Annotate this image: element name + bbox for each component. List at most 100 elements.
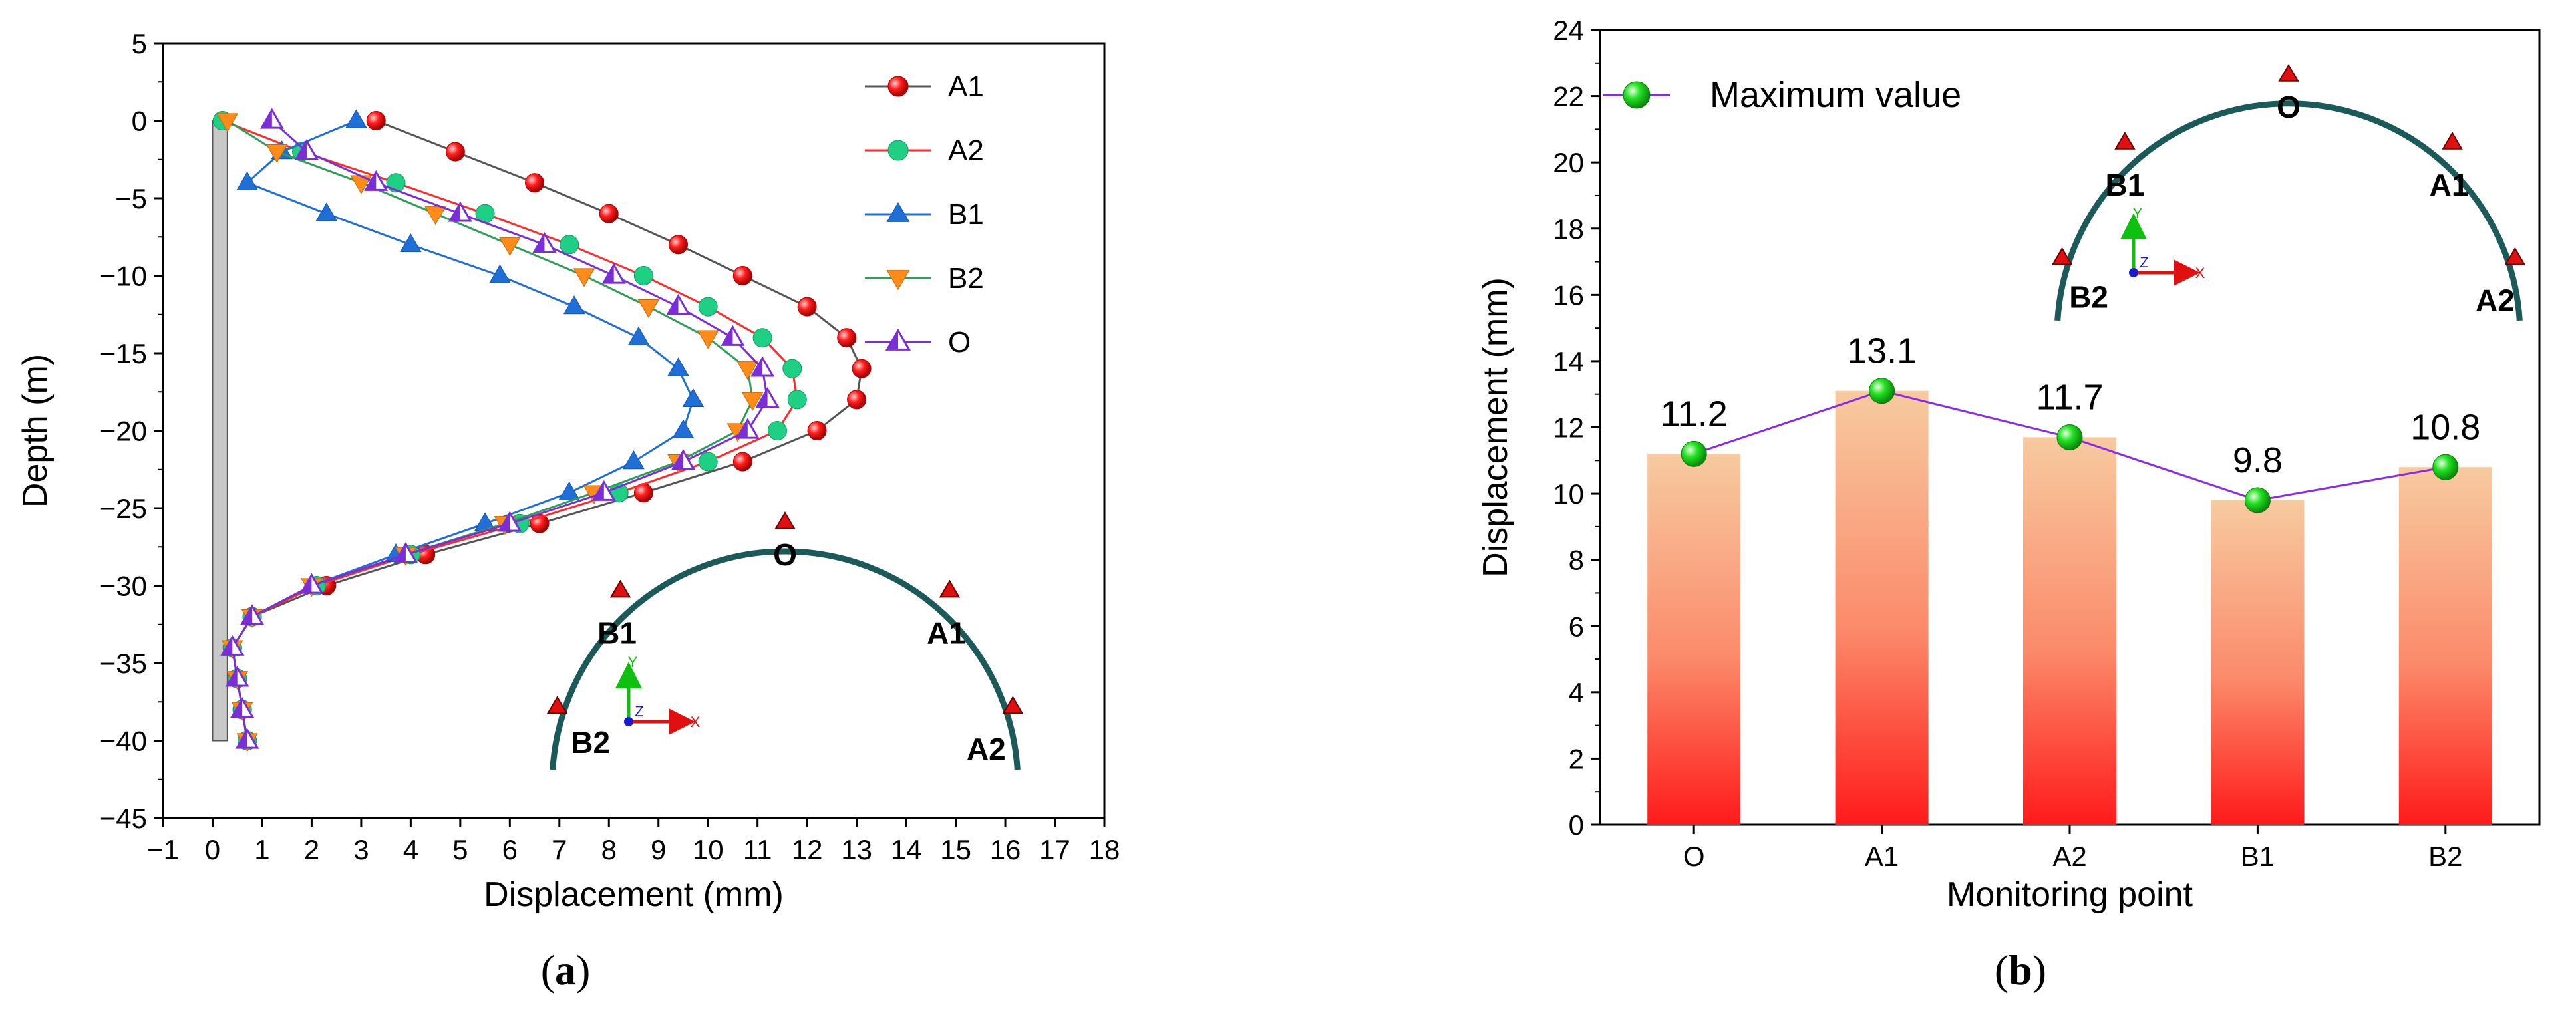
inset-a-monitor-marker-a1 — [939, 579, 961, 598]
data-point-a2-11-shape — [698, 452, 718, 472]
bar-a1 — [1835, 390, 1929, 825]
legend-item-a-o: O — [865, 326, 971, 359]
legend-label-a1: A1 — [948, 71, 984, 103]
inset-a-monitor-label-a2: A2 — [967, 732, 1006, 766]
data-point-o-16 — [240, 604, 265, 625]
max-point-a2 — [2056, 424, 2083, 450]
max-point-a2-shape — [2056, 424, 2083, 450]
panel-label-a: (a) — [541, 946, 591, 994]
y-tick-label-a-5: −20 — [100, 416, 147, 447]
panel-label-letter-a: a — [555, 946, 576, 994]
data-point-o-19-half — [232, 698, 243, 717]
x-tick-label-a-17: 16 — [990, 834, 1021, 865]
data-point-o-2 — [364, 170, 389, 191]
data-point-o-16-half — [242, 606, 253, 624]
inset-b-monitor-label-b1: B1 — [2106, 168, 2145, 202]
data-point-b1-11 — [623, 450, 645, 470]
data-point-o-15-half — [301, 575, 312, 593]
y-tick-label-a-6: −25 — [100, 493, 147, 524]
data-point-b1-3-shape — [315, 202, 338, 221]
data-point-o-5-half — [603, 265, 614, 283]
data-point-o-6-half — [668, 296, 679, 314]
y-tick-label-b-10: 20 — [1553, 147, 1584, 178]
value-label-b2: 10.8 — [2410, 407, 2480, 447]
x-tick-label-b-o: O — [1683, 841, 1705, 872]
legend-marker-b2-shape — [886, 270, 910, 291]
x-tick-labels-a: −1 0 1 2 3 4 5 6 7 8 9 10 11 12 13 14 15 16 17 18 — [147, 834, 1120, 865]
data-point-b1-12-shape — [558, 481, 580, 500]
legend-label-b2: B2 — [948, 262, 984, 295]
data-point-b1-9 — [682, 388, 705, 408]
inset-b-monitor-label-a1: A1 — [2430, 168, 2469, 202]
panel-label-paren-open: ( — [1995, 946, 2009, 994]
data-point-a1-1 — [445, 142, 465, 162]
data-point-a1-5-shape — [732, 266, 752, 285]
legend-item-a-b2: B2 — [865, 262, 984, 295]
x-tick-label-b-b2: B2 — [2428, 841, 2462, 872]
legend-label-a2: A2 — [948, 134, 984, 167]
y-tick-label-b-12: 24 — [1553, 15, 1584, 46]
x-tick-label-a-8: 7 — [552, 834, 567, 865]
y-tick-label-a-10: −45 — [100, 803, 147, 834]
legend-item-a-a1: A1 — [865, 71, 984, 103]
data-point-a1-8 — [852, 359, 872, 378]
inset-a-monitor-label-b2: B2 — [571, 725, 610, 760]
data-point-a1-7-shape — [837, 328, 857, 348]
data-point-a1-4-shape — [669, 235, 689, 255]
data-point-a1-3-shape — [599, 204, 619, 223]
max-value-line — [1681, 378, 2459, 513]
data-point-o-4-half — [534, 233, 545, 252]
data-point-a1-7 — [837, 328, 857, 348]
data-point-a2-7 — [752, 328, 772, 348]
y-tick-label-a-4: −15 — [100, 338, 147, 369]
data-point-a1-0-shape — [366, 111, 386, 130]
data-point-b1-4 — [400, 233, 422, 253]
data-point-b2-7 — [697, 330, 719, 349]
data-point-b2-3-shape — [424, 206, 446, 225]
y-tick-label-b-9: 18 — [1553, 214, 1584, 245]
legend-marker-b2 — [886, 270, 910, 291]
panel-a: −1 0 1 2 3 4 5 6 7 8 9 10 11 12 13 14 15 16 17 18 50−5−10−1… — [16, 28, 1120, 994]
data-point-b1-2-shape — [236, 171, 258, 190]
data-point-o-8 — [750, 356, 775, 377]
y-tick-label-b-5: 10 — [1553, 478, 1584, 509]
legend-marker-a1 — [887, 76, 909, 97]
max-point-a1 — [1869, 378, 1895, 404]
data-point-b2-4 — [499, 237, 521, 256]
data-point-a1-0 — [366, 111, 386, 130]
inset-a-z-axis-letter: Z — [635, 703, 643, 720]
value-label-a1: 13.1 — [1847, 331, 1917, 371]
data-point-b2-8-shape — [736, 361, 759, 380]
panel-label-paren-close: ) — [2032, 946, 2046, 994]
data-point-b2-9-shape — [741, 392, 764, 411]
x-tick-label-a-4: 3 — [353, 834, 369, 865]
data-point-a1-11-shape — [732, 452, 752, 472]
axis-ticks-a — [154, 42, 1106, 827]
x-axis-title-a: Displacement (mm) — [484, 875, 784, 914]
data-point-b1-7 — [627, 326, 650, 345]
data-point-a2-8 — [782, 359, 802, 378]
x-tick-labels-b: O A1 A2 B1 B2 — [1683, 841, 2463, 872]
y-tick-label-b-6: 12 — [1553, 412, 1584, 444]
data-point-a2-6-shape — [698, 297, 718, 317]
panel-label-b: (b) — [1995, 946, 2046, 994]
y-tick-label-a-1: 0 — [132, 106, 147, 137]
data-point-b1-12 — [558, 481, 580, 500]
legend-marker-a2 — [887, 140, 909, 161]
series-group-a — [212, 108, 872, 752]
x-tick-label-a-2: 1 — [254, 834, 269, 865]
x-tick-label-a-10: 9 — [651, 834, 666, 865]
inset-b-monitor-label-a2: A2 — [2476, 283, 2515, 318]
data-point-a2-5 — [633, 266, 653, 285]
value-labels-b: 11.2 13.1 11.7 9.8 10.8 — [1661, 331, 2481, 480]
inset-a-origin-dot — [624, 717, 633, 726]
series-line-a2 — [222, 120, 798, 741]
legend-item-a-a2: A2 — [865, 134, 984, 167]
data-point-a1-8-shape — [852, 359, 872, 378]
panel-label-paren-close: ) — [576, 946, 590, 994]
y-tick-label-b-4: 8 — [1569, 545, 1584, 576]
series-o — [220, 108, 780, 749]
max-point-o — [1681, 440, 1707, 467]
data-point-b2-7-shape — [697, 330, 719, 349]
